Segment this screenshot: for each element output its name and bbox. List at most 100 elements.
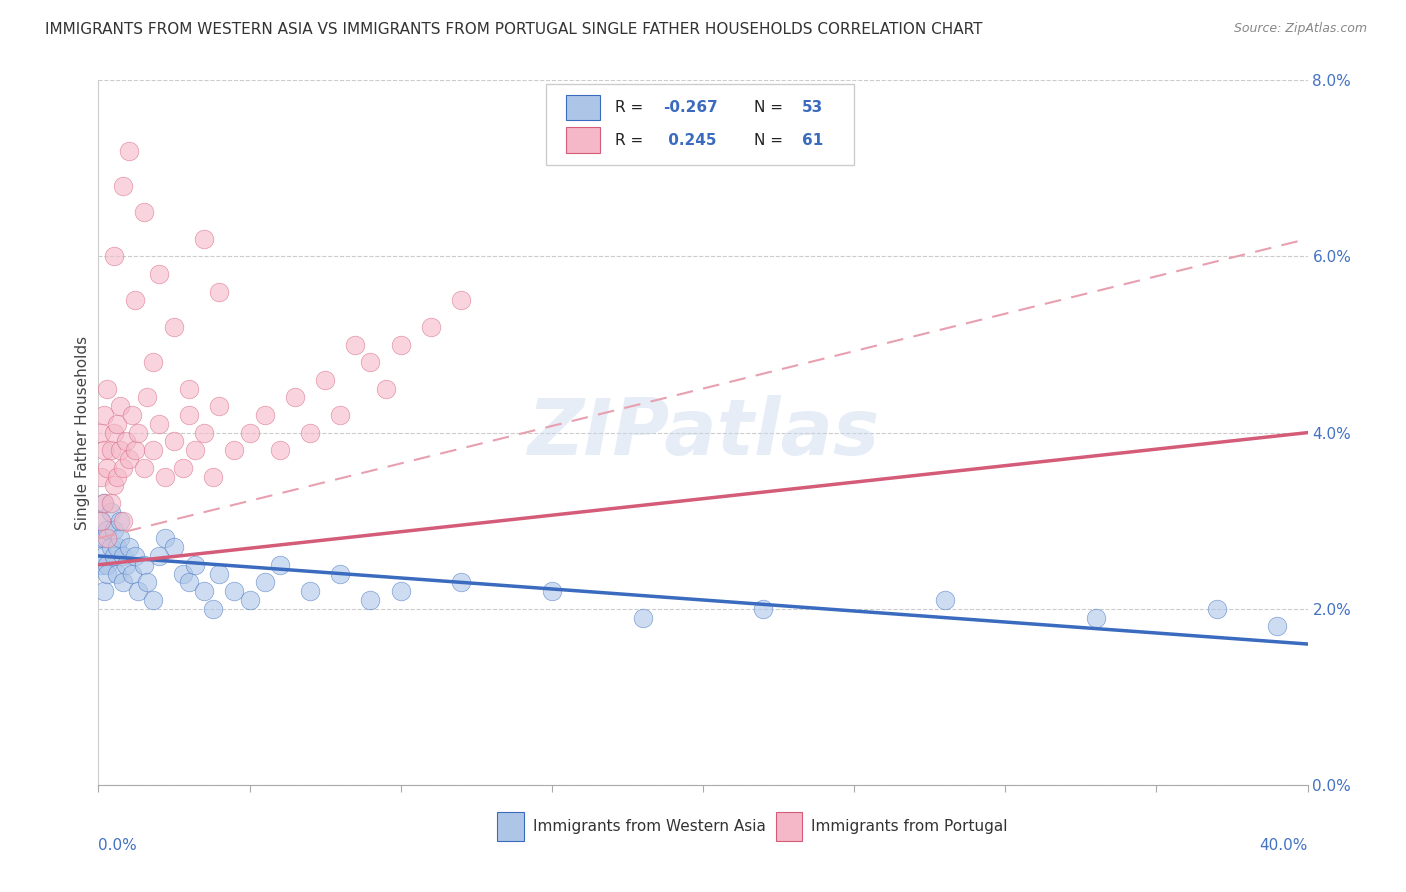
Point — [450, 575, 472, 590]
Point — [163, 540, 186, 554]
Point — [132, 205, 155, 219]
Point — [172, 461, 194, 475]
Point — [148, 417, 170, 431]
Text: Source: ZipAtlas.com: Source: ZipAtlas.com — [1233, 22, 1367, 36]
Point — [127, 584, 149, 599]
Point — [202, 469, 225, 483]
Point — [299, 584, 322, 599]
Point — [163, 320, 186, 334]
Point — [111, 178, 134, 194]
Point — [100, 505, 122, 519]
Point — [135, 575, 157, 590]
Point — [163, 434, 186, 449]
Point — [1085, 610, 1108, 624]
Point — [111, 549, 134, 563]
Text: R =: R = — [614, 133, 648, 148]
Point — [193, 584, 215, 599]
Point — [193, 425, 215, 440]
Point — [93, 532, 115, 546]
Point — [142, 355, 165, 369]
Point — [344, 337, 367, 351]
Point — [90, 558, 112, 572]
Point — [111, 575, 134, 590]
Point — [111, 514, 134, 528]
Point — [184, 558, 207, 572]
Point — [148, 267, 170, 281]
Text: 0.245: 0.245 — [664, 133, 717, 148]
Point — [253, 575, 276, 590]
Point — [172, 566, 194, 581]
Point — [100, 443, 122, 458]
Point — [111, 461, 134, 475]
Point — [314, 373, 336, 387]
Point — [105, 417, 128, 431]
Point — [93, 584, 115, 599]
Point — [105, 566, 128, 581]
Bar — [567, 128, 600, 153]
Point — [108, 514, 131, 528]
Point — [224, 584, 246, 599]
Point — [184, 443, 207, 458]
Point — [631, 610, 654, 624]
Point — [269, 443, 291, 458]
Point — [108, 532, 131, 546]
Point — [90, 514, 112, 528]
Point — [329, 408, 352, 422]
Point — [96, 558, 118, 572]
Point — [124, 443, 146, 458]
Point — [208, 399, 231, 413]
Text: Immigrants from Western Asia: Immigrants from Western Asia — [533, 819, 765, 834]
Point — [114, 558, 136, 572]
Point — [93, 408, 115, 422]
Point — [118, 452, 141, 467]
Point — [284, 391, 307, 405]
Point — [93, 549, 115, 563]
Text: 0.0%: 0.0% — [98, 838, 138, 853]
Text: 61: 61 — [803, 133, 824, 148]
Point — [132, 461, 155, 475]
Point — [389, 584, 412, 599]
Point — [450, 293, 472, 308]
Text: -0.267: -0.267 — [664, 100, 718, 115]
Point — [360, 355, 382, 369]
Point — [103, 523, 125, 537]
Point — [208, 285, 231, 299]
Point — [96, 566, 118, 581]
Point — [103, 250, 125, 264]
Point — [121, 566, 143, 581]
Point — [389, 337, 412, 351]
Point — [93, 496, 115, 510]
Point — [934, 593, 956, 607]
Point — [105, 540, 128, 554]
Point — [142, 443, 165, 458]
Point — [239, 425, 262, 440]
Point — [299, 425, 322, 440]
Y-axis label: Single Father Households: Single Father Households — [75, 335, 90, 530]
Point — [540, 584, 562, 599]
Point — [224, 443, 246, 458]
Point — [124, 293, 146, 308]
Point — [90, 425, 112, 440]
Text: N =: N = — [754, 100, 787, 115]
Point — [1267, 619, 1289, 633]
Point — [103, 478, 125, 492]
Text: IMMIGRANTS FROM WESTERN ASIA VS IMMIGRANTS FROM PORTUGAL SINGLE FATHER HOUSEHOLD: IMMIGRANTS FROM WESTERN ASIA VS IMMIGRAN… — [45, 22, 983, 37]
Text: N =: N = — [754, 133, 787, 148]
Point — [153, 469, 176, 483]
Point — [121, 408, 143, 422]
Point — [329, 566, 352, 581]
Point — [90, 469, 112, 483]
Point — [103, 549, 125, 563]
Text: R =: R = — [614, 100, 648, 115]
Point — [90, 532, 112, 546]
Point — [142, 593, 165, 607]
Point — [118, 144, 141, 158]
Point — [153, 532, 176, 546]
Point — [239, 593, 262, 607]
Point — [374, 382, 396, 396]
Point — [93, 443, 115, 458]
Point — [420, 320, 443, 334]
Point — [179, 408, 201, 422]
Point — [105, 469, 128, 483]
Point — [90, 514, 112, 528]
